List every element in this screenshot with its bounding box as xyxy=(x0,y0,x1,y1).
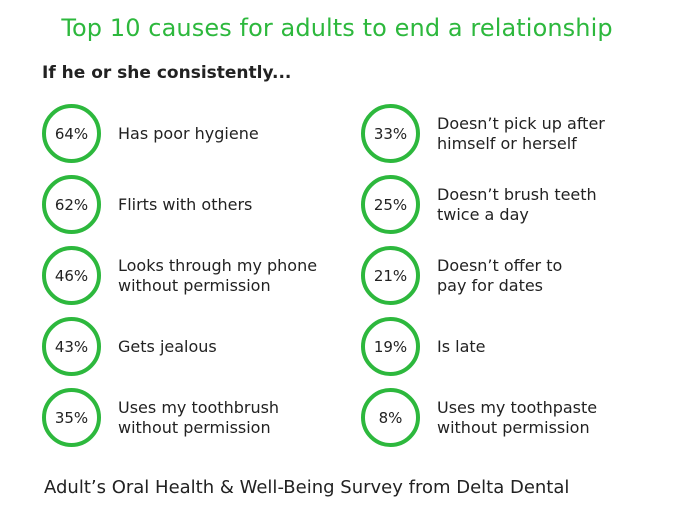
cause-label: Flirts with others xyxy=(118,194,253,214)
percent-ring: 21% xyxy=(361,246,420,305)
cause-label: Is late xyxy=(437,336,486,356)
cause-label: Uses my toothpaste without permission xyxy=(437,397,598,437)
cause-label: Looks through my phone without permissio… xyxy=(118,255,318,295)
cause-item: 64% Has poor hygiene xyxy=(42,104,362,163)
percent-ring: 64% xyxy=(42,104,101,163)
cause-label: Gets jealous xyxy=(118,336,217,356)
percent-ring: 62% xyxy=(42,175,101,234)
percent-ring: 46% xyxy=(42,246,101,305)
percent-ring: 19% xyxy=(361,317,420,376)
cause-item: 35% Uses my toothbrush without permissio… xyxy=(42,388,362,447)
percent-ring: 8% xyxy=(361,388,420,447)
cause-label: Doesn’t offer to pay for dates xyxy=(437,255,563,295)
cause-label: Uses my toothbrush without permission xyxy=(118,397,280,437)
percent-ring: 33% xyxy=(361,104,420,163)
source-note: Adult’s Oral Health & Well-Being Survey … xyxy=(44,477,570,498)
cause-label: Doesn’t brush teeth twice a day xyxy=(437,184,597,224)
cause-label: Doesn’t pick up after himself or herself xyxy=(437,113,605,153)
cause-item: 33% Doesn’t pick up after himself or her… xyxy=(361,104,674,163)
chart-title: Top 10 causes for adults to end a relati… xyxy=(61,14,613,42)
percent-ring: 35% xyxy=(42,388,101,447)
left-column: 64% Has poor hygiene 62% Flirts with oth… xyxy=(42,104,362,459)
chart-subtitle: If he or she consistently... xyxy=(42,63,292,83)
cause-item: 62% Flirts with others xyxy=(42,175,362,234)
percent-ring: 43% xyxy=(42,317,101,376)
cause-item: 21% Doesn’t offer to pay for dates xyxy=(361,246,674,305)
cause-item: 43% Gets jealous xyxy=(42,317,362,376)
cause-item: 19% Is late xyxy=(361,317,674,376)
cause-label: Has poor hygiene xyxy=(118,123,259,143)
cause-item: 25% Doesn’t brush teeth twice a day xyxy=(361,175,674,234)
percent-ring: 25% xyxy=(361,175,420,234)
cause-item: 46% Looks through my phone without permi… xyxy=(42,246,362,305)
right-column: 33% Doesn’t pick up after himself or her… xyxy=(361,104,674,459)
cause-item: 8% Uses my toothpaste without permission xyxy=(361,388,674,447)
